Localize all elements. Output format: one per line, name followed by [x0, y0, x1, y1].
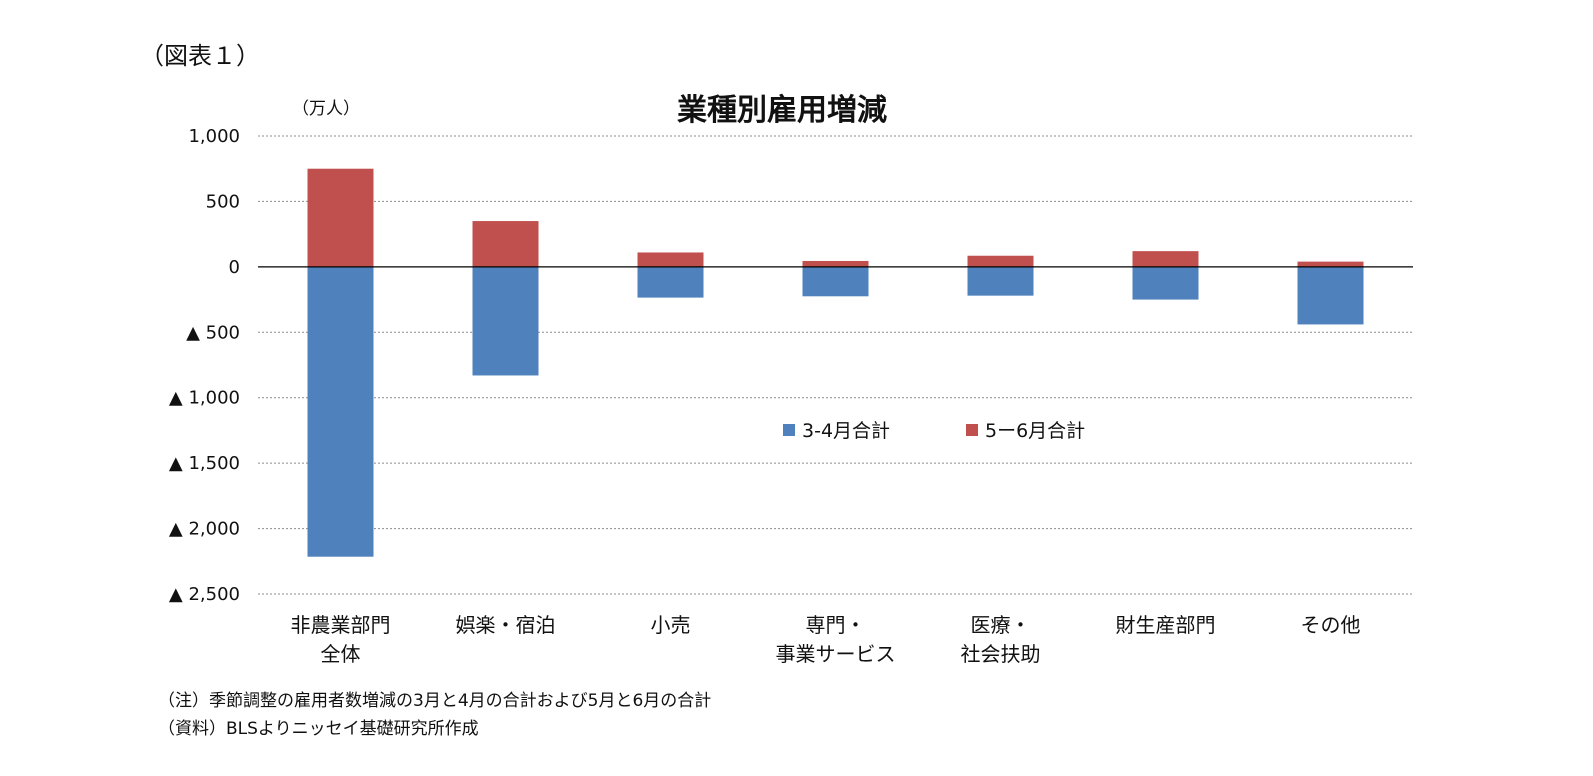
bar-segment — [802, 260, 869, 267]
y-tick-label: ▲ 1,500 — [169, 453, 240, 474]
category-label: 娯楽・宿泊 — [456, 613, 556, 637]
source-text: （資料）BLSよりニッセイ基礎研究所作成 — [158, 719, 479, 739]
legend: 3-4月合計 5ー6月合計 — [783, 420, 1085, 442]
bar-segment — [637, 266, 704, 298]
y-tick-label: ▲ 2,000 — [169, 519, 240, 540]
bar-segment — [472, 221, 539, 267]
category-label: 小売 — [651, 613, 691, 637]
bar-segment — [1132, 251, 1199, 267]
y-tick-label: 0 — [229, 257, 240, 278]
y-tick-label: ▲ 1,000 — [169, 388, 240, 409]
bar-segment — [307, 266, 374, 557]
y-tick-label: ▲ 500 — [186, 322, 240, 343]
bar-segment — [1132, 266, 1199, 300]
category-label: 医療・ — [971, 613, 1031, 637]
note-text: （注）季節調整の雇用者数増減の3月と4月の合計および5月と6月の合計 — [158, 691, 712, 711]
bar-segment — [802, 266, 869, 297]
category-label: 財生産部門 — [1116, 613, 1216, 637]
legend-swatch — [783, 424, 795, 436]
category-label: 非農業部門 — [291, 613, 391, 637]
bar-segment — [472, 266, 539, 376]
category-label: 事業サービス — [776, 642, 896, 666]
bar-segment — [967, 266, 1034, 296]
legend-label: 3-4月合計 — [802, 420, 890, 442]
bar-segment — [1297, 261, 1364, 267]
y-tick-layer: 1,000 500 0 ▲ 500 ▲ 1,000 ▲ 1,500 ▲ 2,000 ▲ 2,5… — [169, 126, 240, 605]
category-label: 社会扶助 — [961, 642, 1041, 666]
bar-segment — [967, 255, 1034, 267]
bar-segment — [1297, 266, 1364, 325]
bar-segment — [637, 252, 704, 267]
y-tick-label: 1,000 — [188, 126, 240, 147]
y-tick-label: 500 — [206, 191, 240, 212]
legend-label: 5ー6月合計 — [985, 420, 1085, 442]
legend-swatch — [966, 424, 978, 436]
bar-layer — [307, 168, 1364, 557]
y-tick-label: ▲ 2,500 — [169, 584, 240, 605]
figure-label: （図表１） — [140, 42, 260, 70]
grid-layer — [258, 135, 1413, 595]
category-label: 専門・ — [806, 613, 866, 637]
category-label: 全体 — [321, 642, 361, 666]
y-unit-label: （万人） — [292, 99, 360, 119]
chart-title: 業種別雇用増減 — [677, 93, 887, 128]
bar-segment — [307, 168, 374, 267]
category-label: その他 — [1301, 613, 1361, 637]
